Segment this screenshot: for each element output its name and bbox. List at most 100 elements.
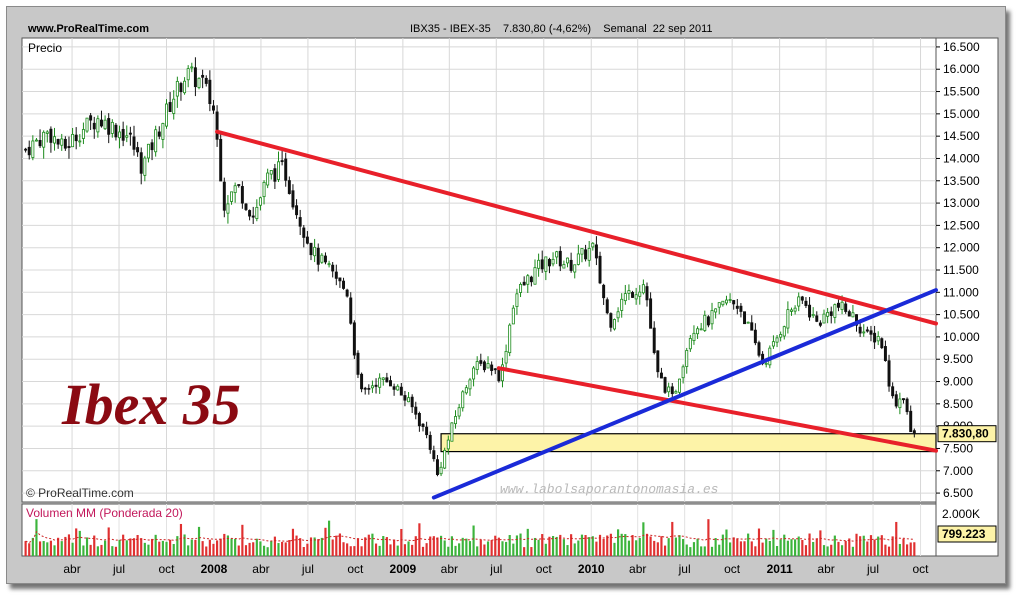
volume-bar <box>389 544 392 556</box>
volume-bar <box>848 538 851 556</box>
candle-body <box>724 299 728 304</box>
candle-body <box>674 391 678 394</box>
candle-body <box>461 391 465 409</box>
candle-body <box>887 360 891 387</box>
volume-bar <box>606 535 609 556</box>
volume-bar <box>418 523 421 556</box>
volume-bar <box>215 540 219 556</box>
x-tick-label: jul <box>112 562 125 576</box>
candle-body <box>775 337 779 343</box>
candle-body <box>370 385 374 389</box>
candle-body <box>659 372 663 379</box>
volume-bar <box>725 529 728 556</box>
candle-body <box>833 304 837 318</box>
instrument-name: IBX35 - IBEX-35 <box>410 23 491 35</box>
candle-body <box>804 300 808 306</box>
candle-body <box>631 292 635 298</box>
volume-bar <box>732 537 735 556</box>
candle-body <box>620 298 624 311</box>
volume-bar <box>111 546 114 556</box>
volume-bar <box>349 546 352 556</box>
period: Semanal <box>603 23 647 35</box>
candle-body <box>612 319 616 330</box>
volume-bar <box>541 534 544 556</box>
candle-body <box>165 103 168 127</box>
candle-body <box>840 301 844 310</box>
candle-body <box>544 256 548 272</box>
candle-body <box>251 215 255 218</box>
volume-bar <box>663 545 667 556</box>
volume-bar <box>212 543 215 556</box>
volume-bar <box>364 537 367 556</box>
x-tick-label: oct <box>724 562 741 576</box>
volume-bar <box>772 529 775 556</box>
candle-body <box>435 459 439 476</box>
volume-bar <box>505 541 508 556</box>
candle-body <box>836 302 840 308</box>
volume-bar <box>526 528 529 556</box>
y-tick-label: 16.000 <box>943 62 980 76</box>
volume-bar <box>320 537 323 556</box>
candle-body <box>457 407 461 417</box>
candle-body <box>522 281 526 286</box>
candle-body <box>345 289 349 297</box>
candle-body <box>454 416 458 425</box>
volume-bar <box>631 535 634 556</box>
candle-body <box>78 140 82 143</box>
volume-bar <box>808 533 811 556</box>
candle-body <box>623 293 627 302</box>
candle-body <box>735 305 739 309</box>
volume-bar <box>609 533 612 556</box>
volume-bar <box>671 521 674 556</box>
candle-body <box>237 184 241 186</box>
candle-body <box>161 123 165 140</box>
volume-bar <box>252 542 255 556</box>
volume-bar <box>346 543 349 556</box>
volume-bar <box>208 539 211 556</box>
volume-bar <box>327 520 331 556</box>
candle-body <box>432 450 436 460</box>
x-tick-label: jul <box>489 562 502 576</box>
trendline-resistance <box>215 129 938 326</box>
candle-body <box>815 315 819 322</box>
volume-bar <box>768 540 771 556</box>
volume-bar <box>570 534 573 556</box>
volume-bar <box>660 536 663 556</box>
volume-bar <box>353 546 356 556</box>
volume-bar <box>739 541 743 556</box>
candle-body <box>107 118 111 135</box>
volume-bar <box>913 542 916 556</box>
volume-bar <box>497 537 500 556</box>
candle-body <box>609 313 613 328</box>
volume-bar <box>674 537 677 556</box>
volume-bar <box>476 546 479 556</box>
y-tick-label: 7.000 <box>943 464 973 478</box>
candle-body <box>688 338 692 350</box>
candle-body <box>508 324 512 354</box>
volume-bar <box>400 528 403 556</box>
volume-bar <box>436 537 439 556</box>
volume-bar <box>826 546 829 556</box>
volume-bar <box>129 538 132 556</box>
candle-body <box>125 135 129 138</box>
candle-body <box>248 210 252 217</box>
candle-body <box>681 366 685 379</box>
volume-bar <box>122 534 125 556</box>
candle-body <box>421 423 425 427</box>
candle-body <box>822 313 826 324</box>
volume-bar <box>591 536 594 556</box>
candle-body <box>287 180 291 194</box>
candle-body <box>38 140 42 147</box>
volume-bar <box>342 542 345 556</box>
site-url[interactable]: www.ProRealTime.com <box>28 23 150 35</box>
volume-bar <box>812 541 815 556</box>
volume-bar <box>775 546 779 556</box>
candle-body <box>172 98 176 114</box>
candle-body <box>34 139 38 142</box>
candle-body <box>132 136 136 150</box>
volume-bar <box>64 536 67 556</box>
volume-top-label: 2.000K <box>942 507 980 521</box>
volume-bar <box>82 545 85 556</box>
candle-body <box>703 314 707 331</box>
